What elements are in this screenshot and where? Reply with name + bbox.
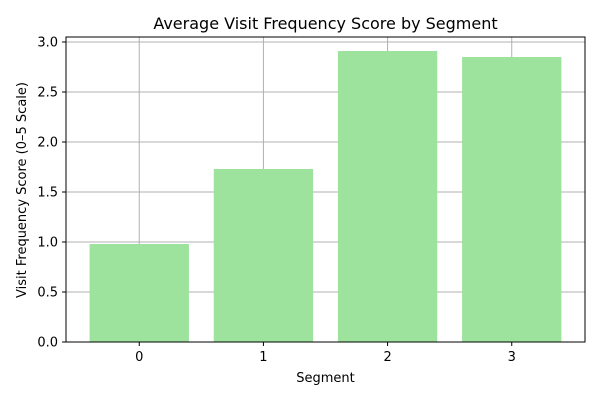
y-axis-label: Visit Frequency Score (0–5 Scale)	[15, 82, 30, 298]
x-tick-label: 1	[259, 350, 267, 365]
y-tick-label: 2.5	[37, 86, 58, 101]
plot-frame	[65, 36, 586, 343]
y-tick-label: 1.0	[37, 236, 58, 251]
bar-0	[89, 244, 189, 342]
bar-3	[462, 57, 562, 342]
bars	[89, 51, 562, 342]
bar-2	[337, 51, 438, 342]
y-tick-label: 3.0	[37, 36, 58, 51]
x-tick-label: 3	[508, 350, 516, 365]
chart-title: Average Visit Frequency Score by Segment	[153, 14, 497, 33]
x-tick-label: 0	[135, 350, 143, 365]
bar-1	[213, 169, 314, 342]
x-axis-label: Segment	[296, 371, 355, 386]
ticks: 0.0 0.5 1.0 1.5 2.0 2.5 3.0 0 1 2 3	[37, 36, 516, 366]
y-tick-label: 0.5	[37, 286, 58, 301]
y-tick-label: 2.0	[37, 136, 58, 151]
x-tick-label: 2	[383, 350, 391, 365]
y-tick-label: 1.5	[37, 186, 58, 201]
y-tick-label: 0.0	[37, 336, 58, 351]
